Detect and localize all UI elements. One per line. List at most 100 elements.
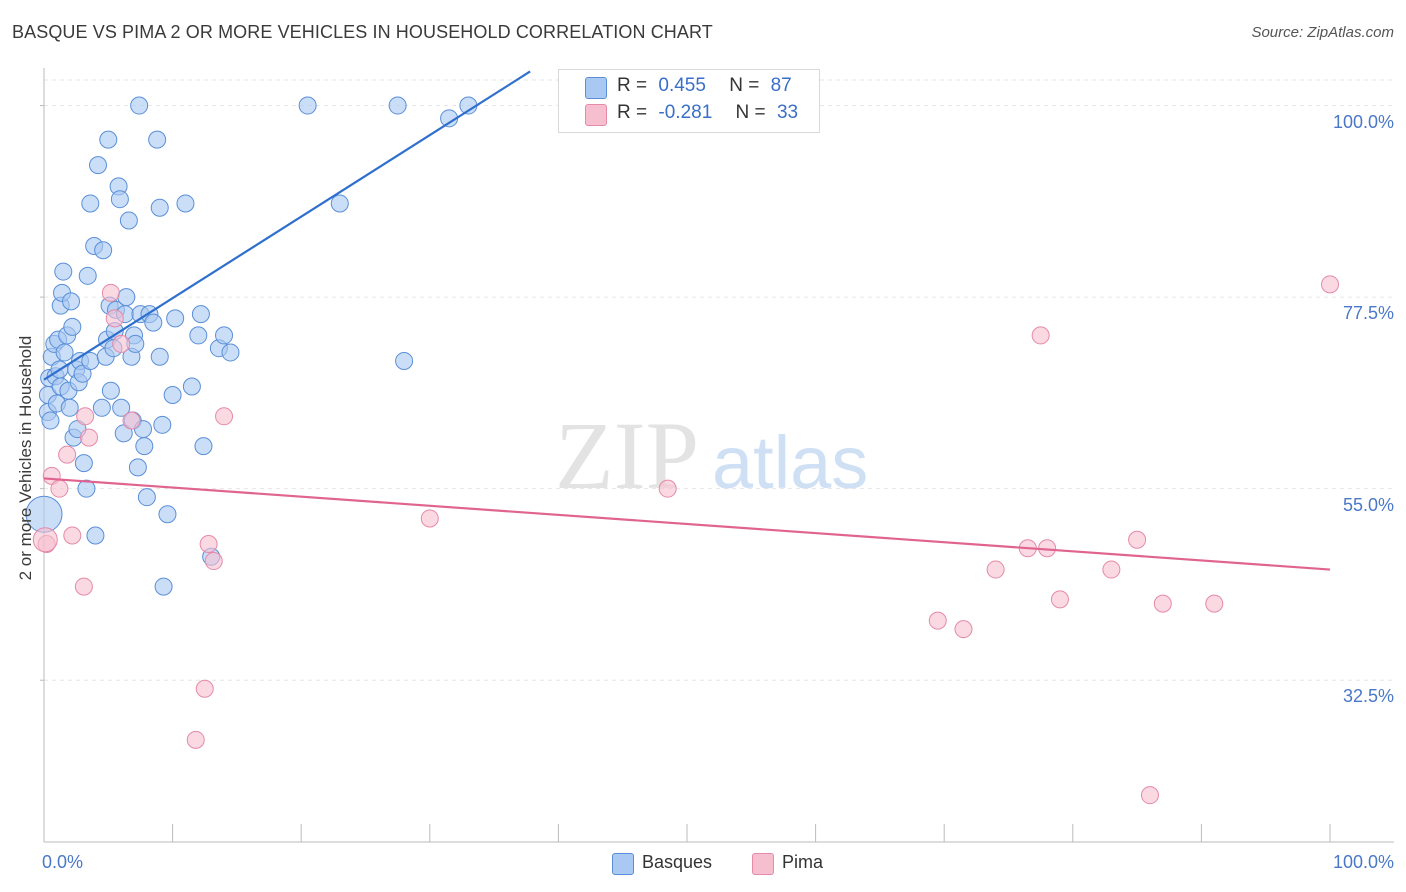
basques-point (74, 454, 93, 473)
watermark-atlas: atlas (712, 421, 868, 504)
basques-point (55, 343, 74, 362)
y-tick-label: 55.0% (1342, 494, 1394, 515)
correlation-legend: R = 0.455 N = 87 R = -0.281 N = 33 (558, 69, 820, 133)
pima-point (112, 334, 131, 353)
basques-point (94, 241, 113, 260)
legend-r-value: 0.455 (658, 75, 706, 96)
basques-point (215, 326, 234, 345)
basques-point (117, 288, 136, 307)
basques-point (150, 347, 169, 366)
basques-trend-line (43, 70, 531, 381)
basques-point (119, 211, 138, 230)
basques-point (221, 343, 240, 362)
data-points (25, 96, 1339, 805)
basques-point (86, 526, 105, 545)
basques-point (395, 351, 414, 370)
pima-point (420, 509, 439, 528)
basques-point (163, 386, 182, 405)
basques-point (54, 262, 73, 281)
basques-point (137, 488, 156, 507)
pima-point (1153, 594, 1172, 613)
basques-point (330, 194, 349, 213)
basques-point (166, 309, 185, 328)
legend-r-label: R = (617, 102, 648, 123)
watermark-zip: ZIP (555, 402, 699, 509)
y-tick-label: 32.5% (1342, 686, 1394, 707)
basques-point (89, 156, 108, 175)
basques-point (81, 194, 100, 213)
pima-point (199, 535, 218, 554)
pima-point (658, 479, 677, 498)
legend-n-value: 33 (776, 102, 799, 123)
pima-trend-line (43, 477, 1331, 571)
pima-swatch (585, 104, 607, 126)
pima-point (74, 577, 93, 596)
chart-title: BASQUE VS PIMA 2 OR MORE VEHICLES IN HOU… (12, 22, 713, 42)
basques-point (194, 437, 213, 456)
basques-point (41, 411, 60, 430)
basques-point (298, 96, 317, 115)
basques-point (77, 479, 96, 498)
y-tick-label: 77.5% (1342, 303, 1394, 324)
y-tick-label: 100.0% (1332, 111, 1394, 132)
basques-point (154, 577, 173, 596)
pima-point (1140, 786, 1159, 805)
pima-point (101, 283, 120, 302)
pima-point (1128, 530, 1147, 549)
zipatlas-watermark: ZIP atlas (555, 402, 868, 509)
pima-point (50, 479, 69, 498)
pima-point (32, 527, 58, 553)
y-axis-title: 2 or more Vehicles in Household (16, 335, 35, 581)
x-tick-label-max: 100.0% (1332, 852, 1394, 872)
basques-point (189, 326, 208, 345)
basques-point (135, 437, 154, 456)
pima-point (76, 407, 95, 426)
basques-point (176, 194, 195, 213)
basques-point (110, 190, 129, 209)
basques-point (158, 505, 177, 524)
legend-n-label: N = (729, 75, 760, 96)
basques-point (62, 292, 81, 311)
basques-point (92, 398, 111, 417)
basques-point (150, 198, 169, 217)
pima-swatch (752, 853, 774, 875)
pima-point (58, 445, 77, 464)
gridlines (44, 79, 1394, 681)
basques-point (128, 458, 147, 477)
basques-point (153, 415, 172, 434)
pima-point (215, 407, 234, 426)
basques-point (99, 130, 118, 149)
basques-point (388, 96, 407, 115)
pima-point (1031, 326, 1050, 345)
axes (40, 68, 1394, 843)
trend-lines (43, 70, 1331, 571)
basques-point (148, 130, 167, 149)
basques-point (144, 313, 163, 332)
pima-point (204, 552, 223, 571)
basques-point (60, 398, 79, 417)
basques-point (182, 377, 201, 396)
basques-point (101, 381, 120, 400)
legend-n-value: 87 (770, 75, 792, 96)
pima-point (1205, 594, 1224, 613)
basques-swatch (585, 77, 607, 99)
basques-swatch (612, 853, 634, 875)
pima-point (928, 611, 947, 630)
basques-point (63, 317, 82, 336)
pima-point (1050, 590, 1069, 609)
pima-point (80, 428, 99, 447)
pima-point (186, 730, 205, 749)
legend-r-label: R = (617, 75, 648, 96)
pima-point (195, 679, 214, 698)
legend-label-pima: Pima (782, 852, 824, 872)
legend-label-basques: Basques (642, 852, 713, 872)
pima-point (1321, 275, 1339, 294)
legend-n-label: N = (735, 102, 766, 123)
pima-point (105, 309, 124, 328)
legend-r-value: -0.281 (658, 102, 713, 123)
basques-point (130, 96, 149, 115)
pima-point (122, 411, 141, 430)
pima-point (63, 526, 82, 545)
pima-point (954, 620, 973, 639)
